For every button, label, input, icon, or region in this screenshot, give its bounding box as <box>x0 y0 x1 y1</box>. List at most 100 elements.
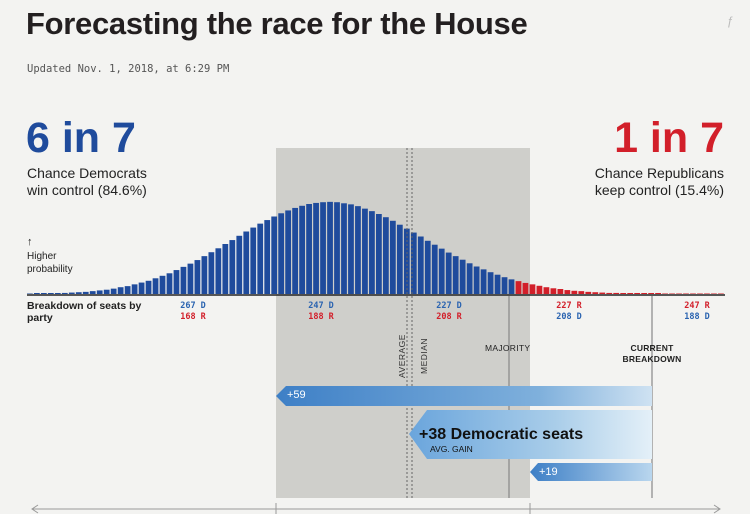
seat-tick-top: 247 R <box>684 301 710 311</box>
histogram-bar <box>389 220 396 294</box>
updated-timestamp: Updated Nov. 1, 2018, at 6:29 PM <box>27 63 230 75</box>
histogram-bar <box>564 290 571 294</box>
current-line2: BREAKDOWN <box>622 354 682 364</box>
seat-tick-top: 227 D <box>436 301 462 311</box>
histogram-bar <box>536 285 543 294</box>
histogram-bar <box>229 240 236 294</box>
histogram-bar <box>683 293 689 294</box>
seat-tick-top: 227 R <box>556 301 582 311</box>
histogram-bar <box>362 208 368 294</box>
histogram-bar <box>480 269 487 294</box>
avg-gain-label: +38 Democratic seats <box>419 426 584 443</box>
histogram-bar <box>299 205 305 294</box>
gain-max-label: +59 <box>287 389 306 401</box>
histogram-bar <box>257 223 264 294</box>
histogram-bar <box>278 213 285 294</box>
histogram-bar <box>494 274 501 294</box>
histogram-bar <box>522 282 529 294</box>
current-breakdown-label: CURRENT BREAKDOWN <box>612 343 692 365</box>
histogram-bar <box>166 273 173 294</box>
histogram-bar <box>369 211 375 294</box>
histogram-bar <box>515 281 522 294</box>
histogram-bar <box>578 291 585 294</box>
seat-tick-227d: 227 D 208 R <box>429 301 469 323</box>
histogram-bar <box>431 244 438 294</box>
histogram-bar <box>620 293 627 294</box>
histogram-bar <box>40 293 47 294</box>
up-arrow-icon: ↑ <box>27 236 33 248</box>
majority-label: MAJORITY <box>485 343 531 353</box>
histogram-bar <box>117 287 124 294</box>
breakdown-line1: Breakdown of seats by <box>27 300 142 312</box>
avg-gain-sublabel: AVG. GAIN <box>430 444 473 454</box>
histogram-bar <box>424 240 431 294</box>
histogram-bar <box>124 286 131 294</box>
histogram-bars <box>27 201 724 294</box>
histogram-bar <box>557 289 564 294</box>
histogram-bar <box>215 248 222 294</box>
gain-bar-19 <box>530 463 652 481</box>
dem-chance-line1: Chance Democrats <box>27 165 147 181</box>
histogram-bar <box>543 287 550 294</box>
histogram-bar <box>529 284 536 294</box>
histogram-bar <box>33 293 40 294</box>
histogram-bar <box>550 288 557 294</box>
histogram-bar <box>334 202 340 294</box>
histogram-bar <box>711 293 717 294</box>
histogram-bar <box>47 293 54 294</box>
page-title: Forecasting the race for the House <box>26 6 528 41</box>
histogram-bar <box>243 231 250 294</box>
histogram-bar <box>271 216 278 294</box>
histogram-bar <box>313 202 319 294</box>
histogram-bar <box>159 275 166 294</box>
seat-tick-267d: 267 D 168 R <box>173 301 213 323</box>
histogram-bar <box>103 289 110 294</box>
histogram-bar <box>131 284 138 294</box>
histogram-bar <box>138 282 145 294</box>
breakdown-label: Breakdown of seats by party <box>27 300 141 324</box>
histogram-bar <box>348 204 354 294</box>
histogram-bar <box>194 260 201 294</box>
seat-tick-bottom: 188 R <box>308 312 334 322</box>
average-label: AVERAGE <box>397 334 407 378</box>
histogram-bar <box>173 270 180 294</box>
histogram-bar <box>459 259 466 294</box>
logo-glyph: ƒ <box>727 14 734 28</box>
histogram-bar <box>187 263 194 294</box>
histogram-bar <box>634 293 641 294</box>
seat-tick-247r: 247 R 188 D <box>677 301 717 323</box>
histogram-bar <box>201 256 208 294</box>
histogram-bar <box>655 293 661 294</box>
histogram-bar <box>648 293 654 294</box>
histogram-bar <box>236 235 243 294</box>
dem-chance-line2: win control (84.6%) <box>27 182 147 198</box>
seat-tick-247d: 247 D 188 R <box>301 301 341 323</box>
histogram-bar <box>592 292 599 294</box>
histogram-bar <box>606 292 613 294</box>
histogram-bar <box>54 293 61 294</box>
histogram-bar <box>61 292 68 294</box>
histogram-bar <box>445 252 452 294</box>
histogram-bar <box>222 244 229 294</box>
histogram-bar <box>669 293 675 294</box>
histogram-bar <box>285 210 292 294</box>
histogram-bar <box>355 206 361 294</box>
histogram-bar <box>382 217 389 294</box>
histogram-bar <box>75 292 82 294</box>
histogram-bar <box>152 278 159 294</box>
histogram-bar <box>718 293 724 294</box>
histogram-bar <box>438 248 445 294</box>
left-arrowhead <box>31 504 39 514</box>
seat-tick-bottom: 208 D <box>556 312 582 322</box>
histogram-bar <box>264 220 271 294</box>
dem-chance-text: Chance Democrats win control (84.6%) <box>27 165 147 199</box>
histogram-bar <box>641 293 648 294</box>
histogram-bar <box>704 293 710 294</box>
histogram-bar <box>473 266 480 294</box>
median-label: MEDIAN <box>419 337 429 374</box>
histogram-bar <box>613 292 620 294</box>
gain-min-label: +19 <box>539 466 558 478</box>
seat-tick-bottom: 208 R <box>436 312 462 322</box>
histogram-bar <box>396 224 403 294</box>
gain-bar-38 <box>409 410 652 459</box>
